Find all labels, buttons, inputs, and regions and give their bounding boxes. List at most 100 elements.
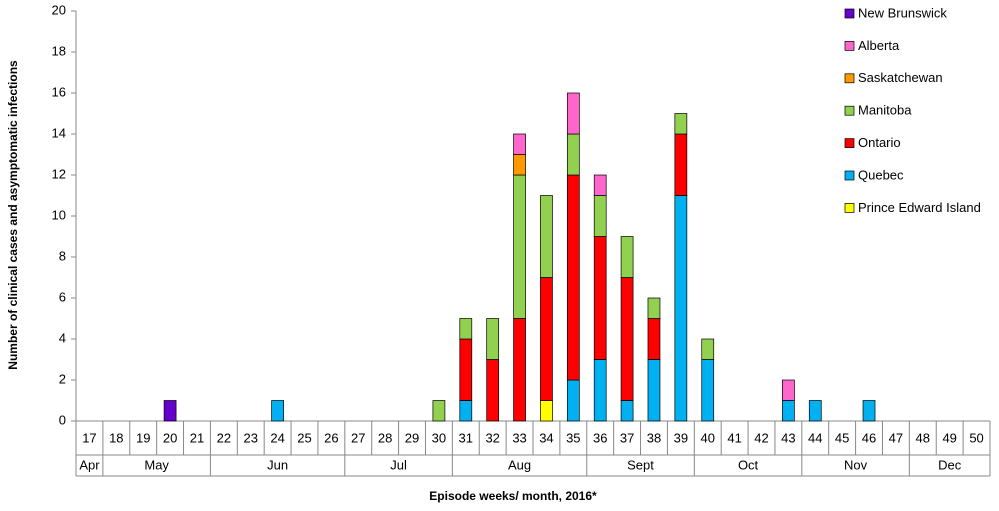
x-tick-label: 48 [916, 430, 930, 445]
legend-label: Prince Edward Island [858, 200, 981, 215]
x-tick-label: 18 [109, 430, 123, 445]
bar-segment [540, 400, 553, 422]
y-tick-label: 0 [59, 412, 66, 427]
bar-segment [620, 277, 634, 401]
bar-segment [701, 338, 715, 360]
bar-segment [540, 277, 553, 401]
bar-segment [647, 359, 661, 422]
legend-swatch [844, 41, 855, 51]
x-tick-label: 42 [754, 430, 768, 445]
bar-segment [432, 400, 446, 422]
legend-label: Quebec [858, 167, 904, 182]
x-tick-label: 43 [781, 430, 795, 445]
bar-segment [540, 195, 553, 278]
month-label: Nov [844, 457, 868, 472]
x-tick-label: 50 [969, 430, 983, 445]
x-tick-label: 20 [163, 430, 177, 445]
y-tick-label: 8 [59, 248, 66, 263]
bar-segment [593, 174, 607, 196]
legend-swatch [844, 73, 855, 84]
x-tick-label: 17 [82, 430, 96, 445]
bar-segment [513, 133, 526, 155]
bar-segment [566, 133, 580, 176]
legend-label: Alberta [858, 38, 900, 53]
month-label: Dec [938, 457, 962, 472]
x-tick-label: 49 [942, 430, 956, 445]
bar-segment [620, 400, 634, 422]
month-label: May [144, 457, 169, 472]
x-tick-label: 35 [566, 430, 580, 445]
bar-segment [459, 400, 473, 422]
bar-segment [513, 318, 526, 422]
bar-segment [513, 154, 526, 176]
y-tick-label: 6 [59, 289, 66, 304]
bar-segment [459, 338, 473, 401]
x-tick-label: 26 [324, 430, 338, 445]
x-tick-label: 24 [270, 430, 284, 445]
y-tick-label: 2 [59, 371, 66, 386]
y-tick-label: 18 [52, 43, 66, 58]
x-tick-label: 37 [620, 430, 634, 445]
legend-swatch [844, 203, 855, 213]
bar-segment [566, 174, 580, 381]
bar-segment [701, 359, 715, 422]
legend-label: Manitoba [858, 103, 912, 118]
bar-segment [163, 400, 177, 422]
y-tick-label: 20 [52, 2, 66, 17]
legend-swatch [844, 138, 855, 148]
x-tick-label: 21 [190, 430, 204, 445]
bar-segment [593, 236, 607, 360]
bar-segment [566, 379, 580, 422]
bar-segment [782, 379, 795, 401]
x-tick-label: 44 [808, 430, 822, 445]
x-tick-label: 23 [244, 430, 258, 445]
month-label: Oct [738, 457, 759, 472]
x-tick-label: 36 [593, 430, 607, 445]
month-label: Apr [79, 457, 100, 472]
bar-segment [271, 400, 284, 422]
x-tick-label: 45 [835, 430, 849, 445]
legend-label: Saskatchewan [858, 70, 943, 85]
x-tick-label: 33 [512, 430, 526, 445]
bar-segment [593, 195, 607, 237]
x-tick-label: 31 [459, 430, 473, 445]
bar-segment [808, 400, 822, 422]
x-tick-label: 47 [889, 430, 903, 445]
x-tick-label: 46 [862, 430, 876, 445]
bar-segment [459, 318, 473, 340]
bar-segment [862, 400, 876, 422]
x-tick-label: 30 [432, 430, 446, 445]
month-label: Sept [627, 457, 654, 472]
x-tick-label: 29 [405, 430, 419, 445]
bar-segment [620, 236, 634, 278]
x-tick-label: 39 [674, 430, 688, 445]
x-tick-label: 22 [217, 430, 231, 445]
x-axis-title: Episode weeks/ month, 2016* [429, 489, 597, 503]
bar-segment [674, 113, 688, 135]
legend-label: New Brunswick [858, 5, 947, 20]
bar-segment [513, 174, 526, 319]
x-tick-label: 25 [297, 430, 311, 445]
bar-segment [593, 359, 607, 422]
bar-segment [674, 195, 688, 422]
legend-swatch [844, 170, 855, 181]
bar-segment [782, 400, 795, 422]
month-label: Aug [508, 457, 531, 472]
bar-segment [566, 92, 580, 135]
y-axis-title: Number of clinical cases and asymptomati… [6, 60, 20, 370]
x-tick-label: 41 [727, 430, 741, 445]
x-tick-label: 40 [701, 430, 715, 445]
y-tick-label: 12 [52, 166, 66, 181]
x-tick-label: 38 [647, 430, 661, 445]
legend-swatch [844, 8, 855, 19]
y-tick-label: 10 [52, 207, 66, 222]
y-tick-label: 14 [52, 125, 66, 140]
bar-segment [486, 318, 500, 360]
x-tick-label: 32 [485, 430, 499, 445]
bar-segment [486, 359, 500, 422]
bar-segment [647, 318, 661, 360]
x-tick-label: 34 [539, 430, 553, 445]
month-label: Jun [267, 457, 288, 472]
x-tick-label: 28 [378, 430, 392, 445]
